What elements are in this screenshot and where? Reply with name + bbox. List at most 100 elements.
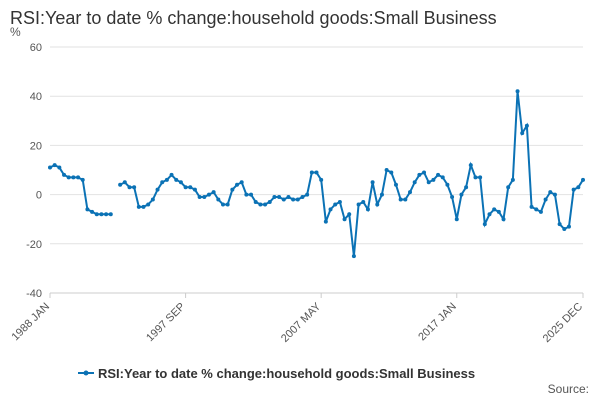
point — [538, 209, 543, 214]
point — [206, 192, 211, 197]
point — [249, 192, 254, 197]
point — [403, 197, 408, 202]
point — [408, 190, 413, 195]
point — [155, 187, 160, 192]
point — [492, 207, 497, 212]
point — [99, 212, 104, 217]
point — [314, 170, 319, 175]
point — [188, 185, 193, 190]
point — [122, 180, 127, 185]
point — [272, 195, 277, 200]
point — [90, 209, 95, 214]
point — [520, 131, 525, 136]
point — [562, 227, 567, 232]
x-tick-label: 2017 JAN — [416, 301, 459, 344]
point — [132, 185, 137, 190]
point — [202, 195, 207, 200]
point — [253, 199, 258, 204]
point — [211, 190, 216, 195]
point — [118, 182, 123, 187]
point — [482, 222, 487, 227]
point — [347, 212, 352, 217]
point — [281, 197, 286, 202]
point — [57, 165, 62, 170]
point — [141, 204, 146, 209]
point — [220, 202, 225, 207]
point — [80, 177, 85, 182]
point — [450, 195, 455, 200]
point — [62, 172, 67, 177]
point — [104, 212, 109, 217]
legend-label: RSI:Year to date % change:household good… — [98, 366, 475, 381]
point — [174, 177, 179, 182]
point — [566, 224, 571, 229]
y-tick-label: 20 — [30, 140, 42, 152]
point — [160, 180, 165, 185]
point — [426, 180, 431, 185]
point — [510, 177, 515, 182]
point — [305, 192, 310, 197]
point — [309, 170, 314, 175]
point — [295, 197, 300, 202]
point — [76, 175, 81, 180]
point — [342, 217, 347, 222]
point — [286, 195, 291, 200]
point — [412, 180, 417, 185]
point — [543, 197, 548, 202]
point — [192, 187, 197, 192]
point — [169, 172, 174, 177]
point — [393, 182, 398, 187]
point — [581, 177, 585, 182]
point — [197, 195, 202, 200]
point — [216, 197, 221, 202]
point — [85, 207, 90, 212]
y-tick-label: 0 — [36, 190, 42, 202]
point — [398, 197, 403, 202]
y-tick-label: -20 — [26, 239, 42, 251]
point — [548, 190, 553, 195]
point — [445, 182, 450, 187]
point — [361, 199, 366, 204]
x-tick-label: 2025 DEC — [541, 301, 585, 345]
source: Source: — [548, 382, 589, 396]
x-tick-label: 1988 JAN — [9, 301, 52, 344]
chart-title: RSI:Year to date % change:household good… — [10, 8, 497, 28]
point — [300, 195, 305, 200]
point — [459, 192, 464, 197]
legend-marker — [83, 370, 89, 376]
y-tick-label: -40 — [26, 288, 42, 300]
point — [244, 192, 249, 197]
point — [356, 202, 361, 207]
point — [235, 182, 240, 187]
point — [417, 172, 422, 177]
point — [473, 175, 478, 180]
point — [515, 89, 520, 94]
point — [534, 207, 539, 212]
point — [328, 207, 333, 212]
point — [267, 199, 272, 204]
point — [127, 185, 132, 190]
point — [496, 209, 501, 214]
point — [183, 185, 188, 190]
point — [333, 202, 338, 207]
point — [384, 168, 389, 172]
point — [291, 197, 296, 202]
point — [468, 163, 473, 168]
point — [150, 197, 155, 202]
point — [487, 212, 492, 217]
point — [136, 204, 141, 209]
x-tick-label: 1997 SEP — [144, 301, 188, 345]
point — [351, 254, 356, 259]
point — [258, 202, 263, 207]
point — [108, 212, 113, 217]
point — [263, 202, 268, 207]
point — [146, 202, 151, 207]
point — [66, 175, 71, 180]
point — [370, 180, 375, 185]
point — [164, 177, 169, 182]
point — [239, 180, 244, 185]
point — [319, 177, 324, 182]
point — [71, 175, 76, 180]
point — [454, 217, 459, 222]
